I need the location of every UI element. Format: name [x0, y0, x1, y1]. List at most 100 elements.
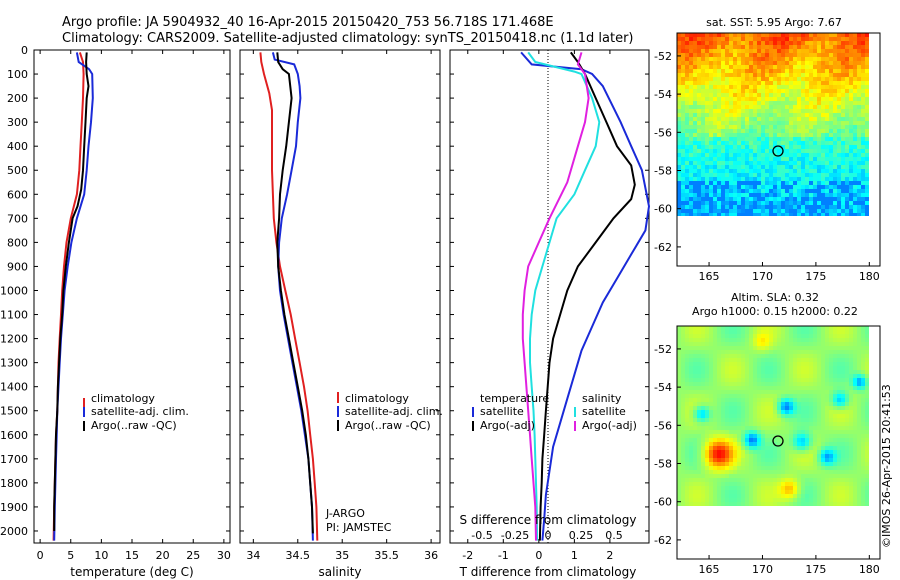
sla-cell [793, 346, 798, 351]
sst-cell [717, 149, 722, 154]
sst-cell [821, 149, 826, 154]
sst-cell [745, 133, 750, 138]
sst-cell [769, 209, 774, 214]
sla-cell [749, 346, 754, 351]
sla-cell [853, 418, 858, 423]
sst-cell [745, 181, 750, 186]
sst-cell [861, 125, 866, 130]
sla-cell [757, 490, 762, 495]
sst-cell [769, 145, 774, 150]
sst-cell [853, 77, 858, 82]
sst-cell [805, 153, 810, 158]
sla-cell [805, 454, 810, 459]
sst-cell [865, 193, 869, 198]
sst-cell [797, 81, 802, 86]
sst-cell [865, 157, 869, 162]
sst-cell [689, 105, 694, 110]
sst-cell [793, 153, 798, 158]
sla-cell [865, 334, 869, 339]
sst-cell [741, 89, 746, 94]
sst-cell [693, 53, 698, 58]
sst-cell [813, 121, 818, 126]
sst-cell [733, 173, 738, 178]
sst-cell [733, 145, 738, 150]
sla-cell [769, 474, 774, 479]
sla-cell [761, 466, 766, 471]
sst-cell [785, 93, 790, 98]
sst-cell [853, 65, 858, 70]
sla-cell [845, 358, 850, 363]
sla-cell [833, 426, 838, 431]
sla-cell [813, 346, 818, 351]
sst-cell [805, 105, 810, 110]
sst-cell [701, 193, 706, 198]
sst-cell [741, 165, 746, 170]
sst-cell [713, 33, 718, 38]
sst-cell [717, 177, 722, 182]
sla-cell [797, 334, 802, 339]
sst-cell [693, 37, 698, 42]
sla-cell [753, 330, 758, 335]
sst-cell [693, 157, 698, 162]
sst-cell [797, 205, 802, 210]
sst-cell [829, 69, 834, 74]
sst-cell [745, 145, 750, 150]
sla-cell [733, 366, 738, 371]
sst-cell [761, 205, 766, 210]
sla-cell [829, 474, 834, 479]
sla-cell [793, 418, 798, 423]
sst-cell [813, 149, 818, 154]
sla-cell [757, 370, 762, 375]
sla-cell [757, 462, 762, 467]
sst-cell [825, 149, 830, 154]
sla-cell [813, 350, 818, 355]
sla-cell [677, 470, 682, 475]
sla-cell [677, 410, 682, 415]
sst-cell [833, 73, 838, 78]
sst-cell [729, 85, 734, 90]
sla-cell [781, 390, 786, 395]
sla-cell [773, 362, 778, 367]
sst-cell [713, 81, 718, 86]
series-line-satellite [520, 51, 651, 541]
x-tick-label: 36 [424, 549, 438, 562]
sst-cell [773, 37, 778, 42]
sst-cell [697, 105, 702, 110]
sst-cell [849, 177, 854, 182]
sst-cell [785, 189, 790, 194]
sst-cell [721, 177, 726, 182]
sst-cell [757, 177, 762, 182]
sla-cell [757, 478, 762, 483]
sla-cell [825, 490, 830, 495]
sst-cell [865, 113, 869, 118]
y-tick-label: 1100 [0, 309, 28, 322]
sst-cell [737, 65, 742, 70]
sst-cell [697, 73, 702, 78]
sla-cell [729, 494, 734, 499]
sla-cell [761, 406, 766, 411]
sst-cell [761, 161, 766, 166]
sla-cell [729, 438, 734, 443]
sst-cell [737, 137, 742, 142]
sst-cell [829, 193, 834, 198]
sla-cell [789, 442, 794, 447]
sst-cell [757, 77, 762, 82]
sst-cell [829, 149, 834, 154]
sst-cell [761, 165, 766, 170]
sst-cell [741, 105, 746, 110]
sla-cell [817, 486, 822, 491]
sla-cell [809, 466, 814, 471]
sla-cell [713, 366, 718, 371]
sla-cell [721, 442, 726, 447]
sst-cell [817, 41, 822, 46]
sst-cell [789, 121, 794, 126]
sst-cell [701, 57, 706, 62]
sst-cell [841, 61, 846, 66]
sst-cell [837, 201, 842, 206]
sla-cell [709, 450, 714, 455]
sst-cell [765, 97, 770, 102]
sla-cell [817, 350, 822, 355]
sst-cell [749, 165, 754, 170]
sla-cell [829, 390, 834, 395]
sla-cell [825, 434, 830, 439]
